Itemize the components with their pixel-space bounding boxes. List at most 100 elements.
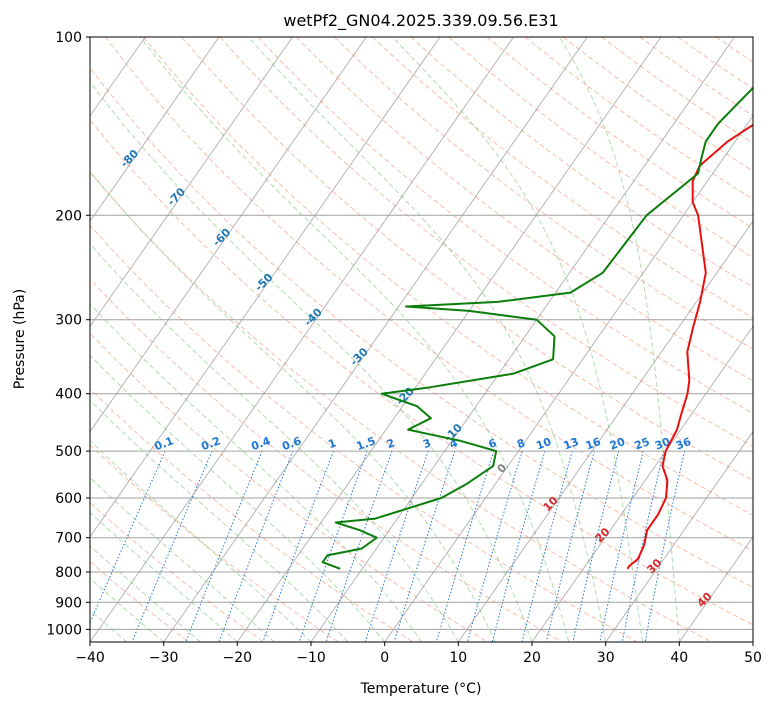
y-tick-label: 400 [55, 387, 82, 403]
mixing-ratio-label: 0.2 [200, 434, 223, 453]
dry-adiabat [143, 37, 753, 516]
y-tick-label: 700 [55, 531, 82, 547]
y-tick-label: 300 [55, 313, 82, 329]
isotherm [90, 37, 220, 222]
chart-title: wetPf2_GN04.2025.339.09.56.E31 [283, 11, 558, 31]
isotherm [310, 37, 735, 642]
dry-adiabat [295, 37, 753, 382]
moist-adiabat [90, 577, 165, 642]
mixing-ratio-label: 0.4 [249, 434, 272, 453]
mixing-ratio-label: 10 [534, 435, 553, 453]
mixing-ratio-line [545, 450, 595, 642]
mixing-ratio-label: 20 [608, 435, 627, 453]
y-tick-label: 800 [55, 565, 82, 581]
y-tick-label: 100 [55, 30, 82, 46]
y-axis-label: Pressure (hPa) [12, 289, 28, 389]
mixing-ratio-line [572, 450, 620, 642]
y-tick-label: 1000 [46, 622, 82, 638]
x-tick-label: 0 [380, 650, 389, 666]
y-tick-label: 900 [55, 595, 82, 611]
isotherm [90, 37, 441, 538]
x-tick-label: 50 [744, 650, 762, 666]
y-tick-label: 600 [55, 491, 82, 507]
mixing-ratio-label: 4 [448, 436, 460, 451]
moist-adiabat [90, 354, 386, 642]
mixing-ratio-label: 36 [674, 435, 693, 453]
moist-adiabat [90, 170, 496, 642]
dry-adiabat [90, 387, 414, 642]
x-axis-label: Temperature (°C) [360, 681, 482, 697]
moist-adiabat [90, 399, 349, 642]
mixing-ratio-label: 0.6 [280, 434, 303, 453]
isotherm [384, 115, 753, 642]
sounding-series [321, 86, 753, 570]
mixing-ratio-label: 13 [562, 435, 581, 452]
dry-adiabat [90, 560, 190, 642]
mixing-ratio-label: 2 [385, 436, 397, 451]
isotherm [605, 430, 753, 642]
x-tick-label: 40 [670, 650, 688, 666]
mixing-ratio-label: 3 [421, 436, 433, 451]
x-tick-label: 30 [597, 650, 615, 666]
x-tick-label: 10 [449, 650, 467, 666]
mixing-ratio-line [621, 450, 665, 642]
mixing-ratio-label: 1.5 [355, 434, 378, 453]
isotherm [90, 37, 293, 328]
moist-adiabat [90, 439, 312, 642]
mixing-ratio-line [185, 450, 263, 642]
dry-adiabat [90, 119, 753, 626]
x-tick-label: −40 [75, 650, 105, 666]
x-tick-label: −30 [149, 650, 179, 666]
dry-adiabat [372, 37, 753, 319]
mixing-ratio-line [364, 450, 429, 642]
isotherm [90, 37, 514, 642]
x-tick-label: −20 [223, 650, 253, 666]
mixing-ratio-line [325, 450, 393, 642]
x-axis-ticks: −40 −30 −20 −10 0 10 20 30 40 50 [75, 642, 762, 666]
dry-adiabat [90, 332, 488, 642]
mixing-ratio-labels: 0.1 0.2 0.4 0.6 1 1.5 2 3 4 6 8 10 13 16 20 25 30 36 [153, 434, 694, 453]
isotherm [236, 37, 662, 642]
mixing-ratio-label: 0.1 [153, 434, 176, 453]
moist-adiabat [90, 476, 275, 642]
y-axis-ticks: 100 200 300 400 500 600 700 800 900 1000 [46, 30, 90, 638]
moist-adiabat [248, 37, 607, 642]
isotherm [531, 325, 753, 642]
dry-adiabat [90, 66, 753, 588]
moist-adiabats [90, 37, 680, 642]
moist-adiabat [90, 511, 238, 642]
mixing-ratio-line [90, 450, 166, 625]
mixing-ratio-label: 6 [487, 436, 499, 451]
dewpoint-profile [321, 86, 753, 570]
y-tick-label: 500 [55, 444, 82, 460]
dry-adiabat [410, 37, 753, 289]
x-tick-label: 20 [523, 650, 541, 666]
mixing-ratio-label: 25 [633, 435, 652, 452]
moist-adiabat [90, 545, 201, 642]
moist-adiabat [392, 37, 643, 642]
isotherm [457, 220, 753, 642]
temperature-profile [626, 123, 753, 570]
mixing-ratio-line [218, 450, 294, 642]
skewed-isotherms [90, 37, 753, 642]
mixing-ratio-line [262, 450, 334, 642]
y-tick-label: 200 [55, 208, 82, 224]
moist-adiabat [139, 37, 570, 642]
plot-frame [89, 36, 754, 643]
isotherm [90, 37, 367, 433]
mixing-ratio-label: 1 [326, 436, 338, 451]
mixing-ratio-line [521, 450, 573, 642]
dry-adiabat [334, 37, 753, 350]
isobar-gridlines [90, 37, 753, 630]
mixing-ratio-line [599, 450, 644, 642]
moist-adiabat [90, 303, 422, 642]
mixing-ratio-label: 8 [515, 436, 527, 451]
mixing-ratio-lines [90, 450, 686, 642]
isotherm [163, 37, 588, 642]
isotherm [678, 536, 753, 642]
x-tick-label: −10 [296, 650, 326, 666]
mixing-ratio-label: 16 [584, 435, 603, 453]
plot-area: -100-90-80-70-60-50-40-30-20-10010203040… [90, 37, 753, 642]
